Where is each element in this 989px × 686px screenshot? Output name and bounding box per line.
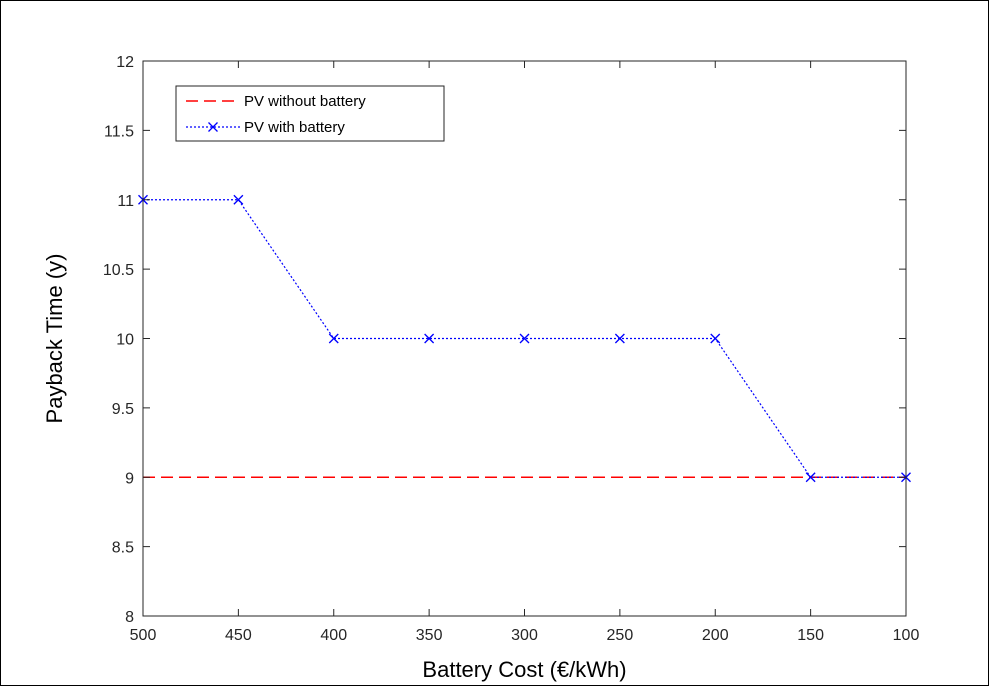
x-axis-ticks: 500 450 400 350 300 250 200 150 100 [130, 61, 920, 644]
x-tick-label: 100 [893, 627, 920, 644]
data-point-pv-with-battery [519, 333, 530, 344]
data-point-pv-with-battery [424, 333, 435, 344]
x-axis-title: Battery Cost (€/kWh) [422, 657, 626, 682]
x-tick-label: 350 [416, 627, 443, 644]
x-tick-label: 250 [607, 627, 634, 644]
data-point-pv-with-battery [710, 333, 721, 344]
legend-label-pv-without-battery: PV without battery [244, 93, 366, 110]
y-tick-label: 12 [116, 54, 134, 71]
data-point-pv-with-battery [328, 333, 339, 344]
y-tick-label: 10 [116, 332, 134, 349]
x-tick-label: 400 [320, 627, 347, 644]
x-tick-label: 200 [702, 627, 729, 644]
legend: PV without battery PV with battery [175, 85, 445, 142]
x-tick-label: 500 [130, 627, 157, 644]
y-tick-label: 9.5 [112, 401, 134, 418]
x-tick-label: 150 [797, 627, 824, 644]
series-line-pv-with-battery [143, 199, 906, 478]
y-tick-label: 9 [125, 470, 134, 487]
y-tick-label: 11 [117, 193, 134, 210]
data-point-pv-with-battery [805, 472, 816, 483]
legend-marker-pv-with-battery [208, 122, 218, 132]
x-tick-label: 450 [225, 627, 252, 644]
y-axis-ticks: 8 8.5 9 9.5 10 10.5 11 11.5 12 [103, 54, 906, 626]
legend-label-pv-with-battery: PV with battery [244, 119, 345, 136]
y-axis-title: Payback Time (y) [42, 254, 67, 424]
y-tick-label: 8 [125, 609, 134, 626]
y-tick-label: 8.5 [112, 540, 134, 557]
legend-box [175, 85, 445, 142]
x-tick-label: 300 [511, 627, 538, 644]
y-tick-label: 11.5 [104, 123, 134, 140]
data-point-pv-with-battery [233, 194, 244, 205]
data-point-pv-with-battery [614, 333, 625, 344]
y-tick-label: 10.5 [103, 262, 134, 279]
series-layer [138, 194, 911, 483]
